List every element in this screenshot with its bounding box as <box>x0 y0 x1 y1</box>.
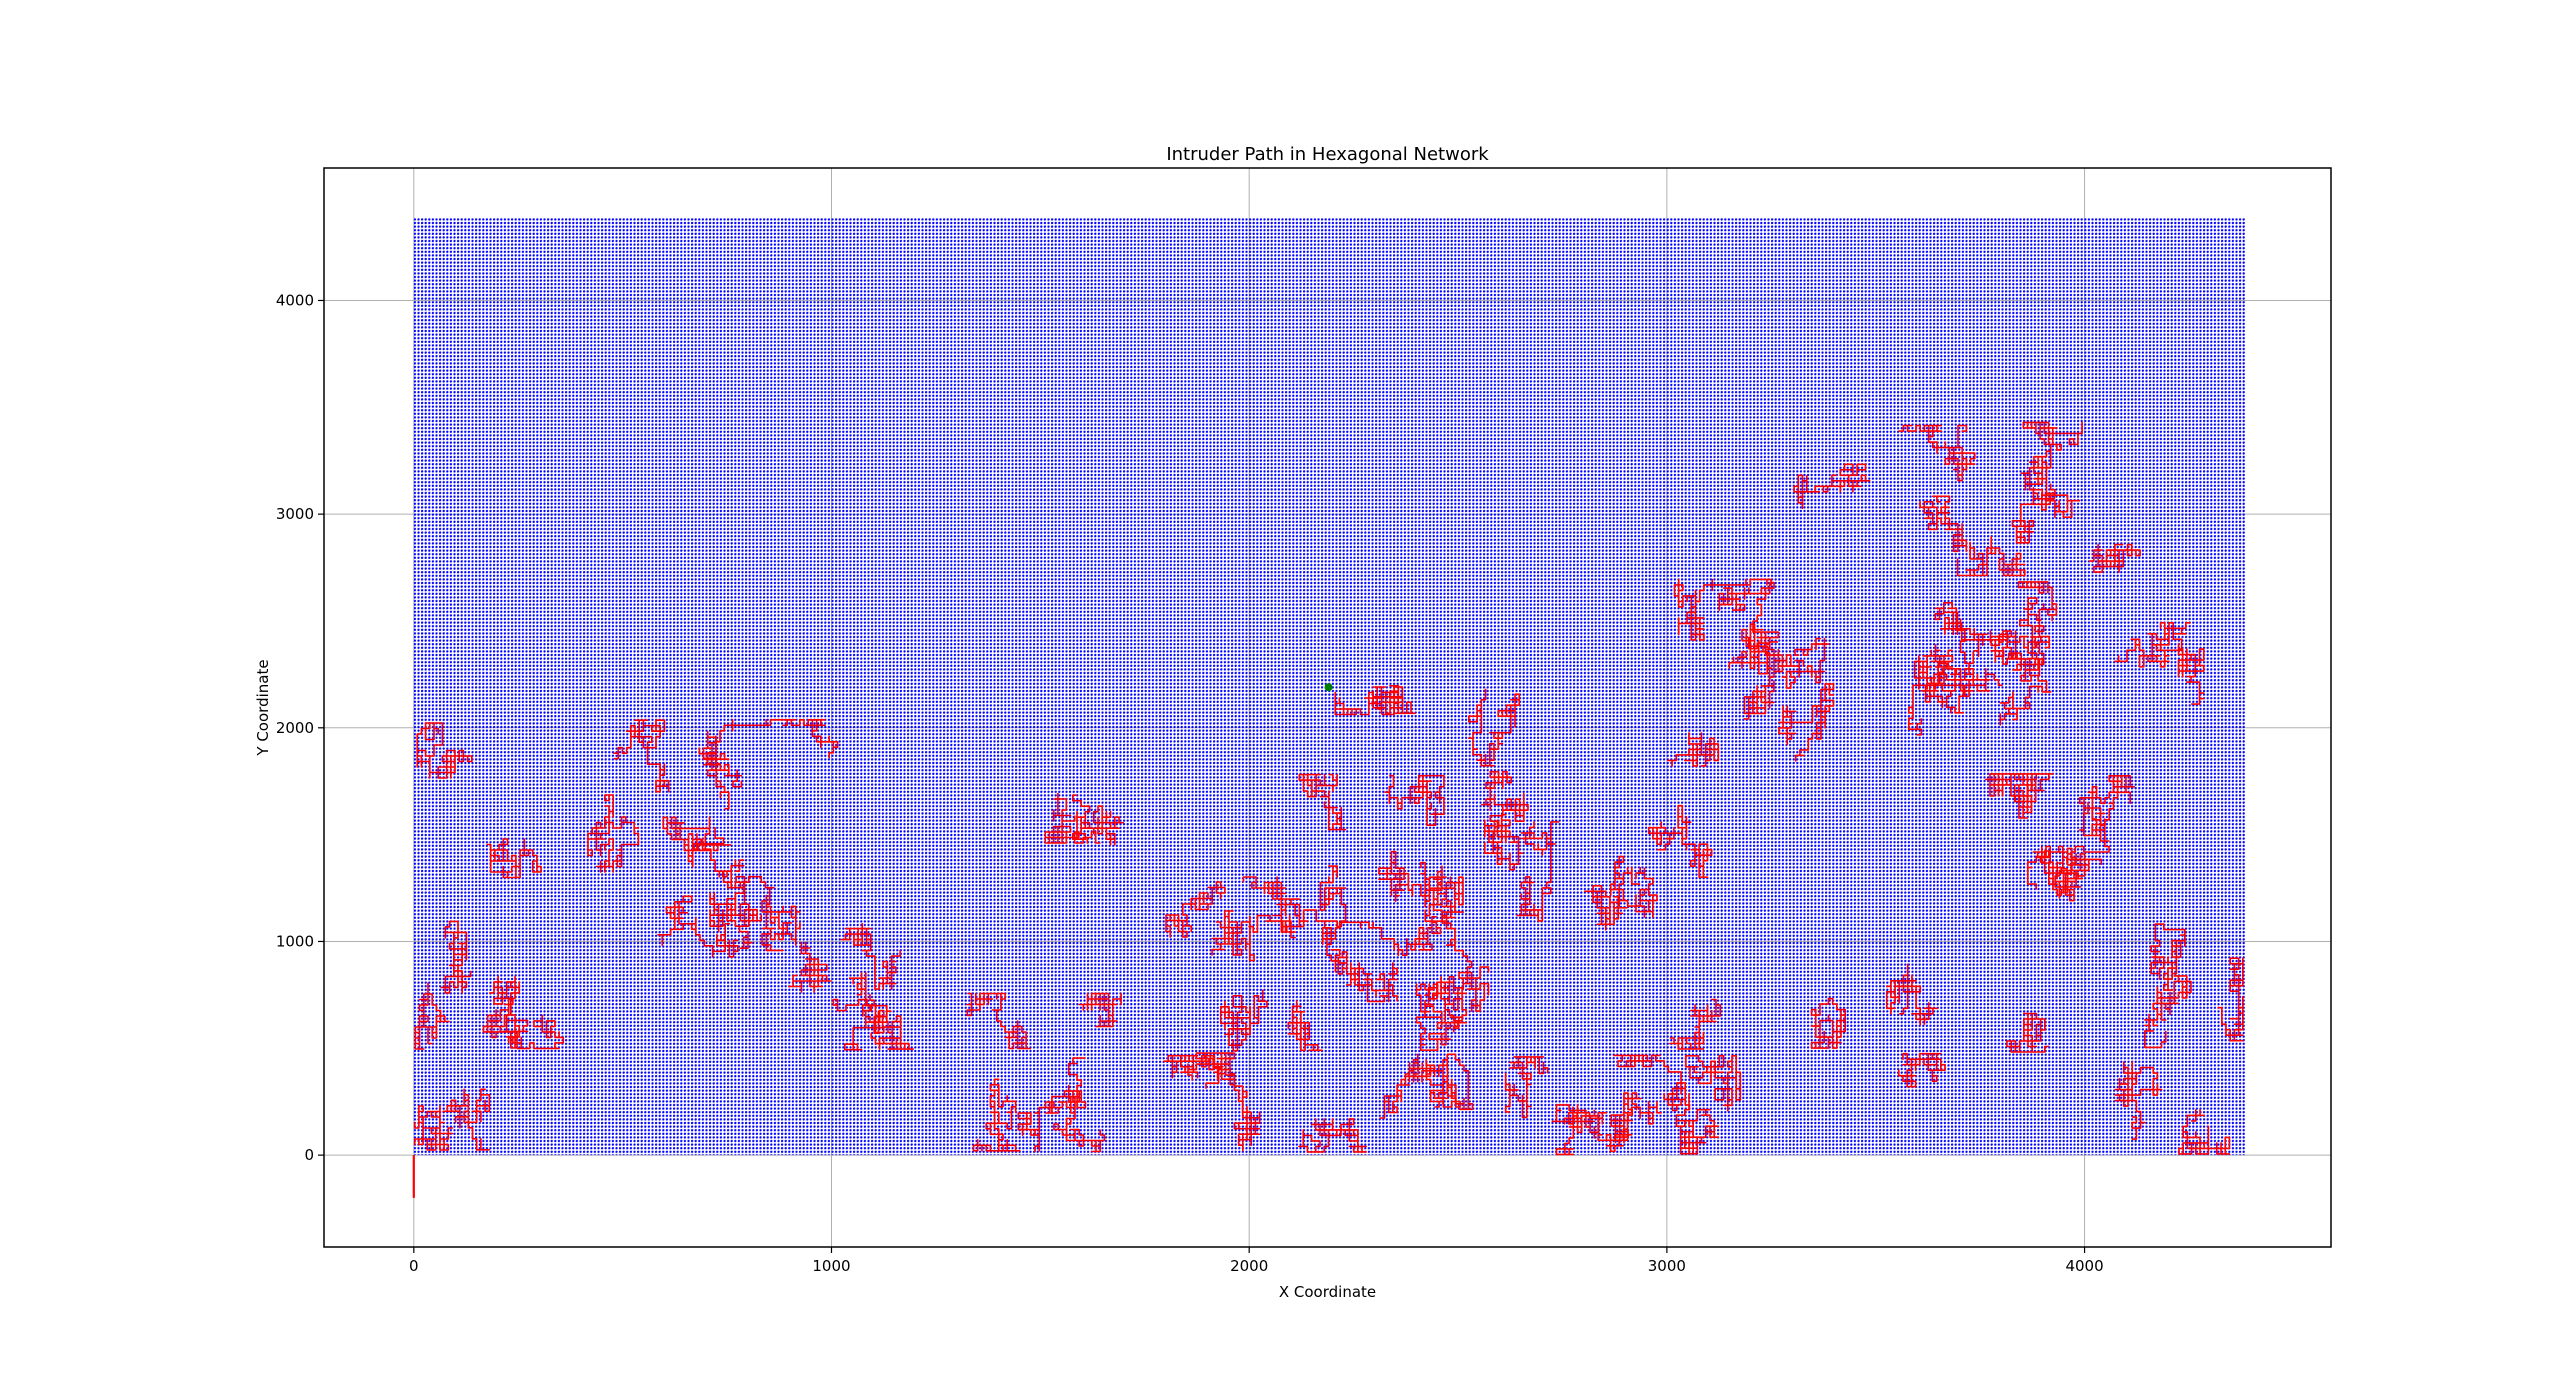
y-tick-label: 4000 <box>276 291 314 309</box>
x-axis-title: X Coordinate <box>1279 1283 1376 1301</box>
path-region <box>1468 578 2205 767</box>
path-region <box>414 719 914 1051</box>
y-axis-title: Y Coordinate <box>254 659 272 756</box>
end-marker <box>1324 683 1333 692</box>
y-tick-label: 2000 <box>276 719 314 737</box>
x-tick-label: 3000 <box>1648 1257 1686 1275</box>
path-region <box>966 992 1122 1050</box>
intruder-path <box>412 421 2244 1198</box>
x-tick-label: 2000 <box>1230 1257 1268 1275</box>
path-region <box>1334 685 1416 716</box>
path-markers <box>1324 683 1333 692</box>
chart-title: Intruder Path in Hexagonal Network <box>1166 144 1489 165</box>
path-region <box>1165 770 2244 1053</box>
x-tick-label: 0 <box>409 1257 419 1275</box>
axis-ticks: 0 1000 2000 3000 4000 0 1000 2000 3000 4000 <box>276 291 2104 1275</box>
x-tick-label: 4000 <box>2065 1257 2103 1275</box>
y-tick-label: 0 <box>304 1146 314 1164</box>
x-tick-label: 1000 <box>812 1257 850 1275</box>
path-region <box>1793 421 2141 577</box>
y-tick-label: 1000 <box>276 932 314 950</box>
y-tick-label: 3000 <box>276 505 314 523</box>
path-region <box>1044 792 1124 846</box>
path-region <box>413 1052 2231 1156</box>
plot-frame <box>323 167 2332 1248</box>
